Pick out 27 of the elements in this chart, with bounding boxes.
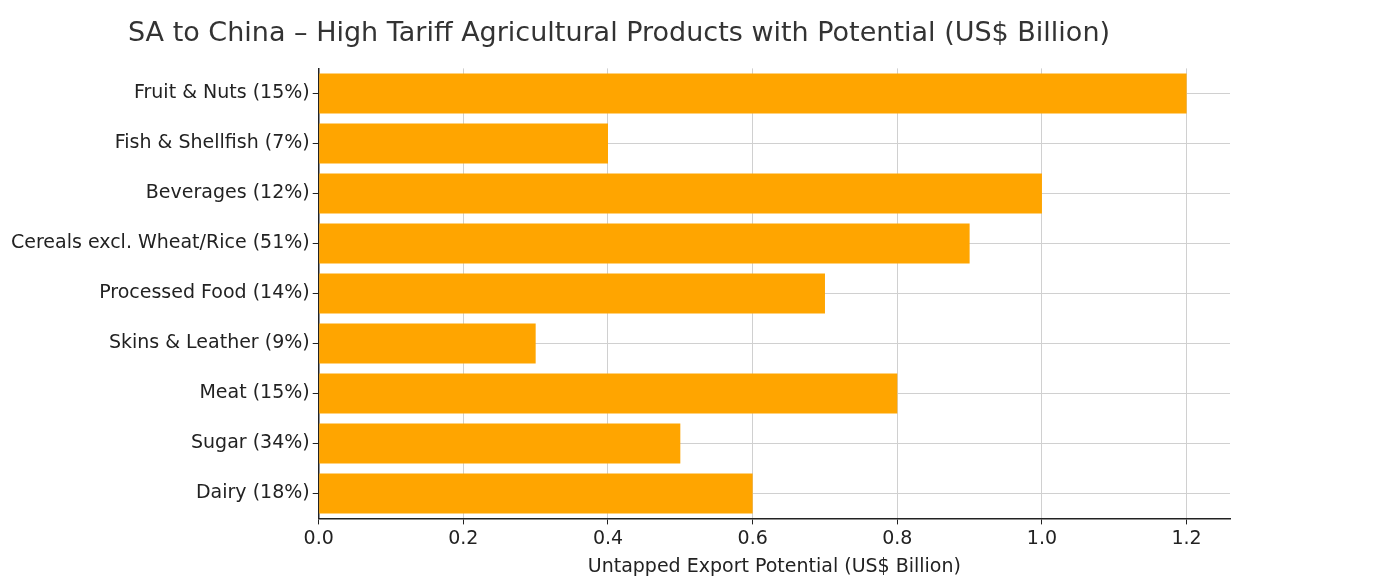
y-tick-label: Beverages (12%) <box>145 180 310 203</box>
y-tick-label: Fish & Shellfish (7%) <box>114 130 310 153</box>
bar <box>319 273 825 314</box>
bar <box>319 73 1187 114</box>
x-axis-title: Untapped Export Potential (US$ Billion) <box>587 553 961 576</box>
x-tick-label: 0.6 <box>737 525 768 548</box>
bar <box>319 123 608 164</box>
bar <box>319 423 681 464</box>
y-tick-label: Skins & Leather (9%) <box>108 330 310 353</box>
bar <box>319 323 536 364</box>
y-tick-label: Dairy (18%) <box>195 480 310 503</box>
bar <box>319 373 898 414</box>
y-tick-label: Processed Food (14%) <box>99 280 310 303</box>
bar <box>319 223 970 264</box>
y-tick-label: Meat (15%) <box>199 380 310 403</box>
chart-title: SA to China – High Tariff Agricultural Products with Potential (US$ Billion) <box>127 16 1111 48</box>
bar <box>319 473 753 514</box>
x-tick-label: 0.0 <box>303 525 334 548</box>
x-tick-label: 0.8 <box>882 525 913 548</box>
x-tick-label: 1.0 <box>1026 525 1058 548</box>
y-tick-label: Cereals excl. Wheat/Rice (51%) <box>10 230 310 253</box>
y-tick-label: Sugar (34%) <box>190 430 310 453</box>
x-tick-label: 0.4 <box>592 525 624 548</box>
x-tick-label: 1.2 <box>1171 525 1202 548</box>
bar <box>319 173 1042 214</box>
x-tick-label: 0.2 <box>448 525 479 548</box>
y-tick-label: Fruit & Nuts (15%) <box>133 80 310 103</box>
